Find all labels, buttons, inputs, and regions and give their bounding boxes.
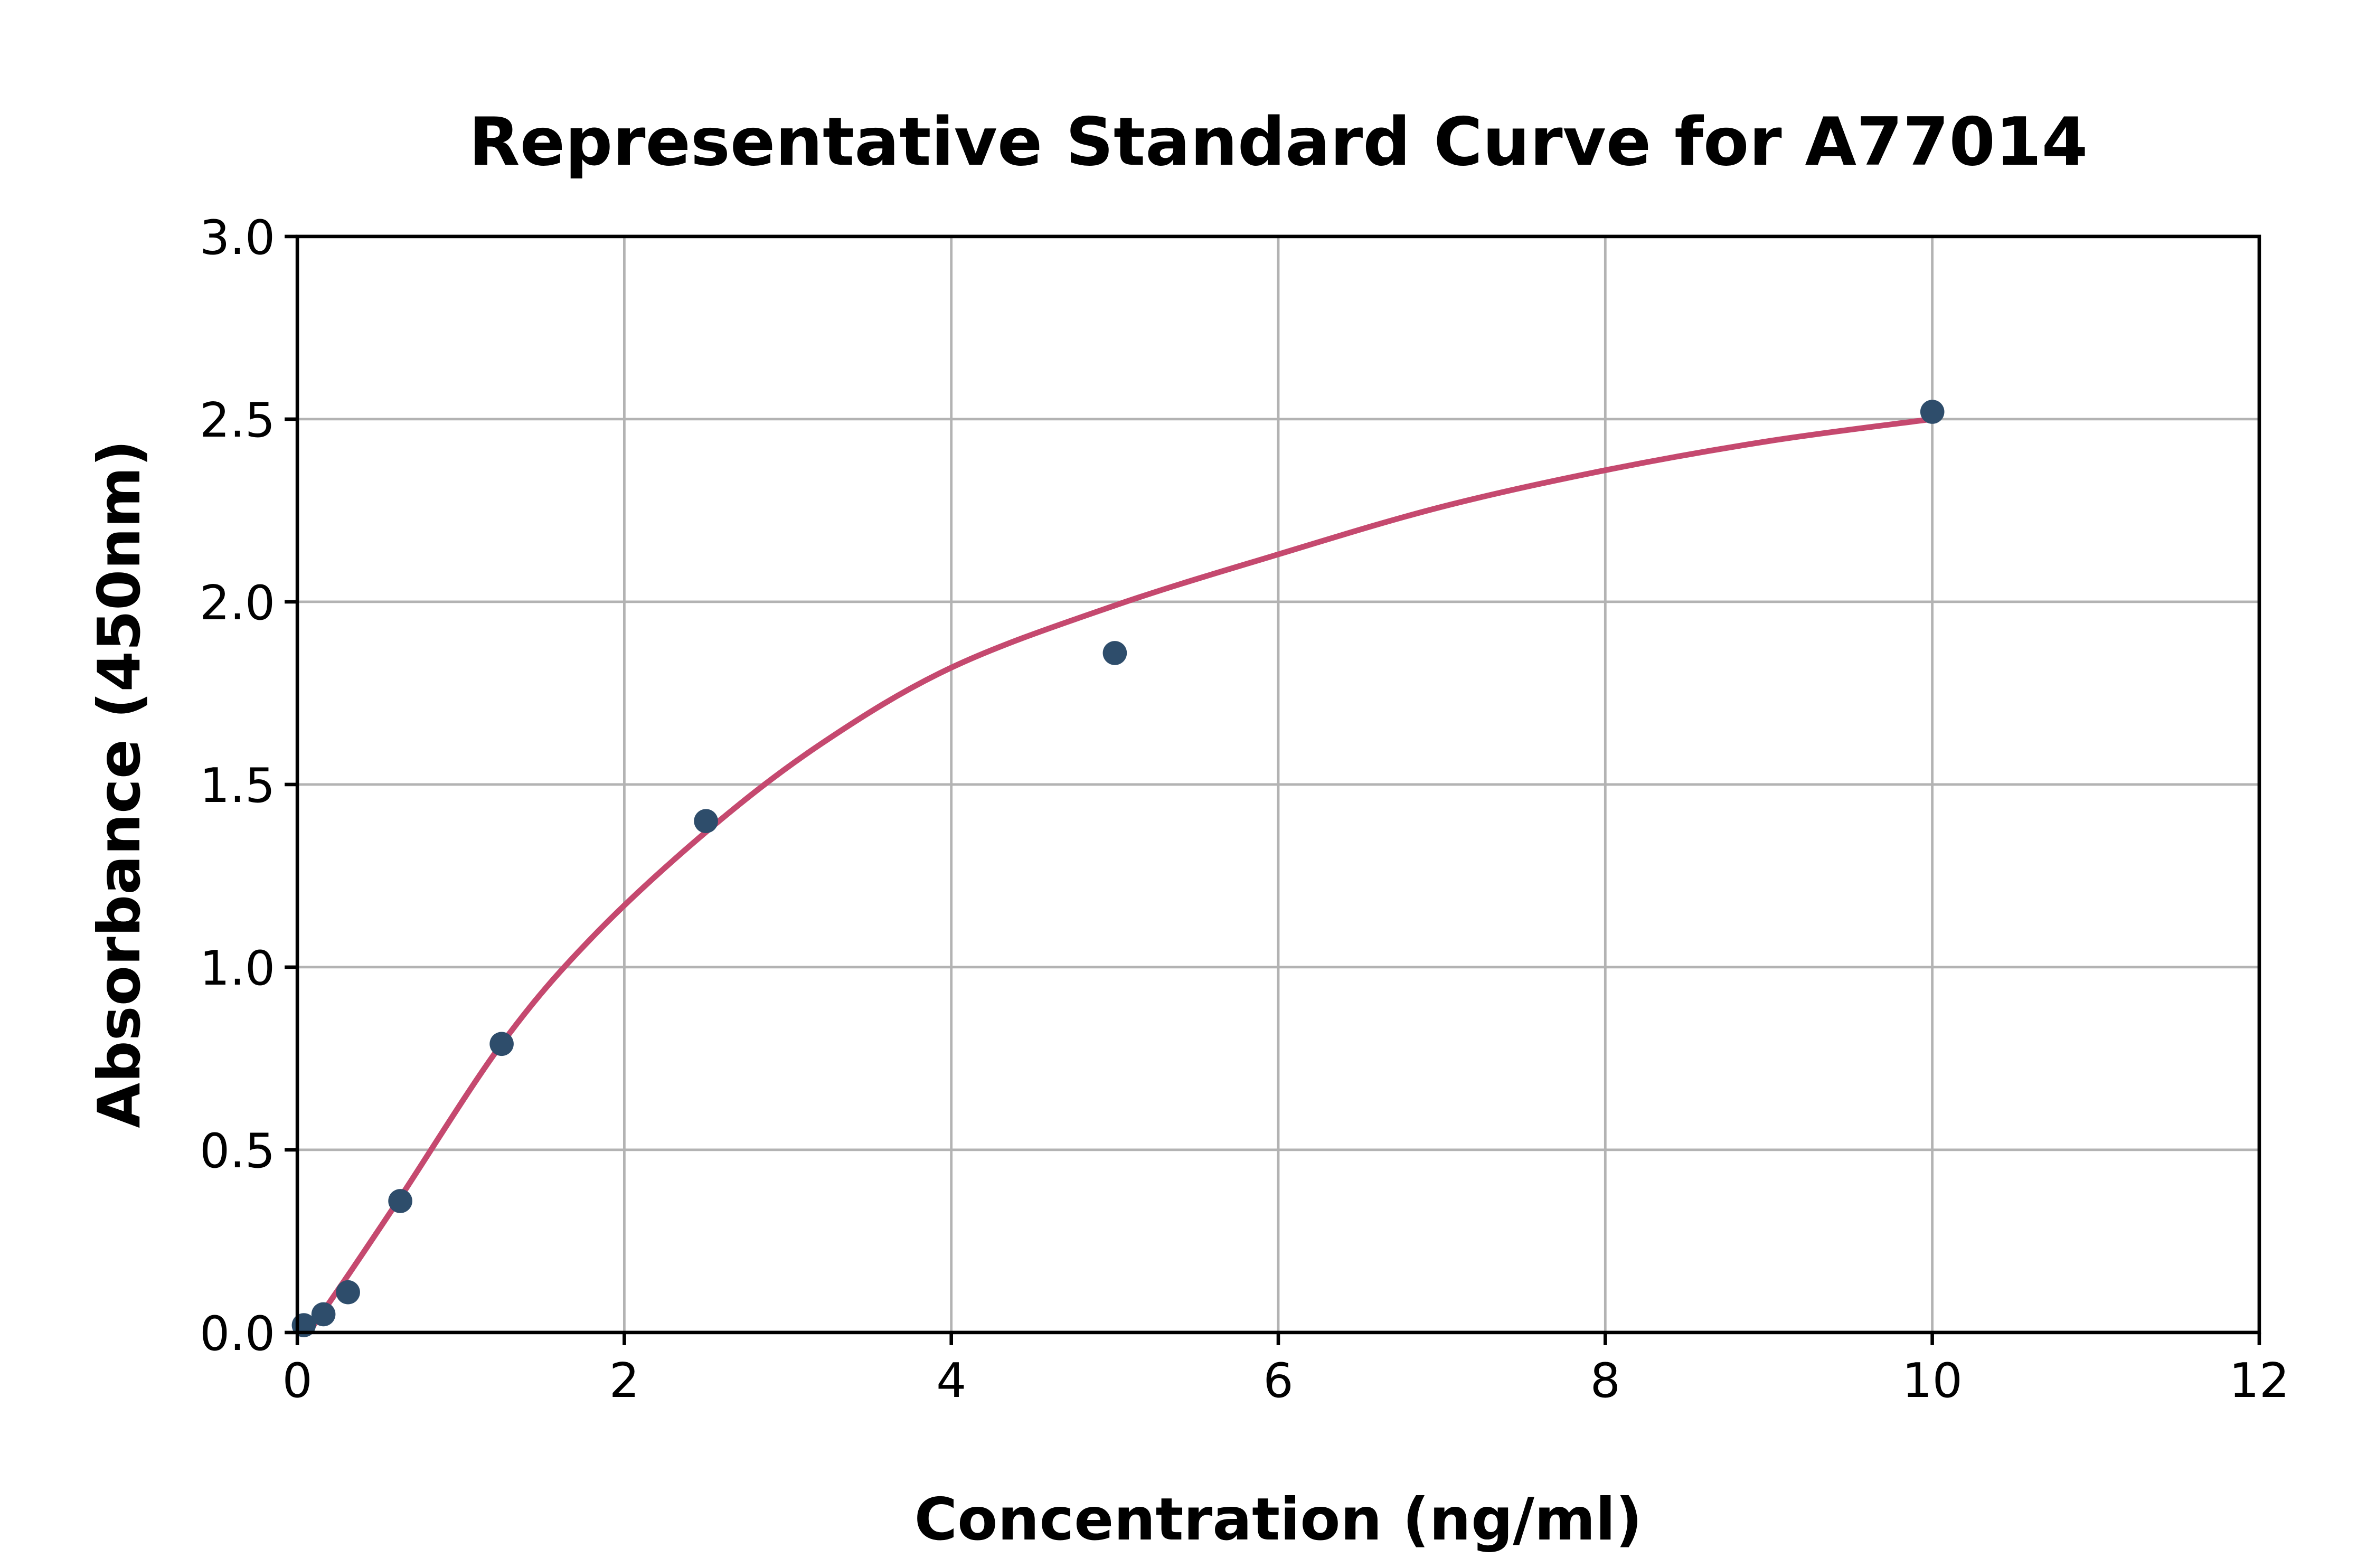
y-tick-label-2: 2.0 bbox=[200, 575, 275, 631]
axis-ticks bbox=[285, 234, 2261, 1345]
y-tick-label-1: 1.0 bbox=[200, 941, 275, 996]
fit-curve-line bbox=[306, 416, 1936, 1336]
x-tick-label-10: 10 bbox=[1902, 1353, 1963, 1409]
y-tick-label-0: 0.0 bbox=[200, 1306, 275, 1362]
chart-title: Representative Standard Curve for A77014 bbox=[469, 103, 2088, 181]
x-tick-label-4: 4 bbox=[936, 1353, 966, 1409]
x-tick-label-12: 12 bbox=[2229, 1353, 2290, 1409]
data-point-7 bbox=[1920, 400, 1945, 424]
x-axis-label: Concentration (ng/ml) bbox=[914, 1486, 1643, 1554]
tick-labels: 0 2 4 6 8 10 12 0.0 0.5 1.0 1.5 2.0 2.5 3.0 bbox=[200, 210, 2289, 1409]
x-tick-label-0: 0 bbox=[282, 1353, 312, 1409]
y-tick-label-2.5: 2.5 bbox=[200, 393, 275, 448]
y-tick-label-0.5: 0.5 bbox=[200, 1123, 275, 1179]
data-point-1 bbox=[311, 1302, 336, 1327]
y-axis-label: Absorbance (450nm) bbox=[86, 440, 154, 1128]
fit-curve-layer bbox=[306, 416, 1936, 1336]
data-point-2 bbox=[336, 1280, 360, 1305]
data-point-5 bbox=[694, 809, 718, 833]
y-tick-label-1.5: 1.5 bbox=[200, 758, 275, 814]
data-point-6 bbox=[1102, 641, 1127, 665]
y-tick-label-3: 3.0 bbox=[200, 210, 275, 266]
x-tick-label-2: 2 bbox=[609, 1353, 639, 1409]
x-tick-label-8: 8 bbox=[1590, 1353, 1620, 1409]
data-point-3 bbox=[388, 1189, 412, 1213]
data-point-4 bbox=[489, 1032, 514, 1056]
x-tick-label-6: 6 bbox=[1263, 1353, 1293, 1409]
data-points-layer bbox=[291, 400, 1945, 1337]
gridlines bbox=[297, 236, 2259, 1333]
